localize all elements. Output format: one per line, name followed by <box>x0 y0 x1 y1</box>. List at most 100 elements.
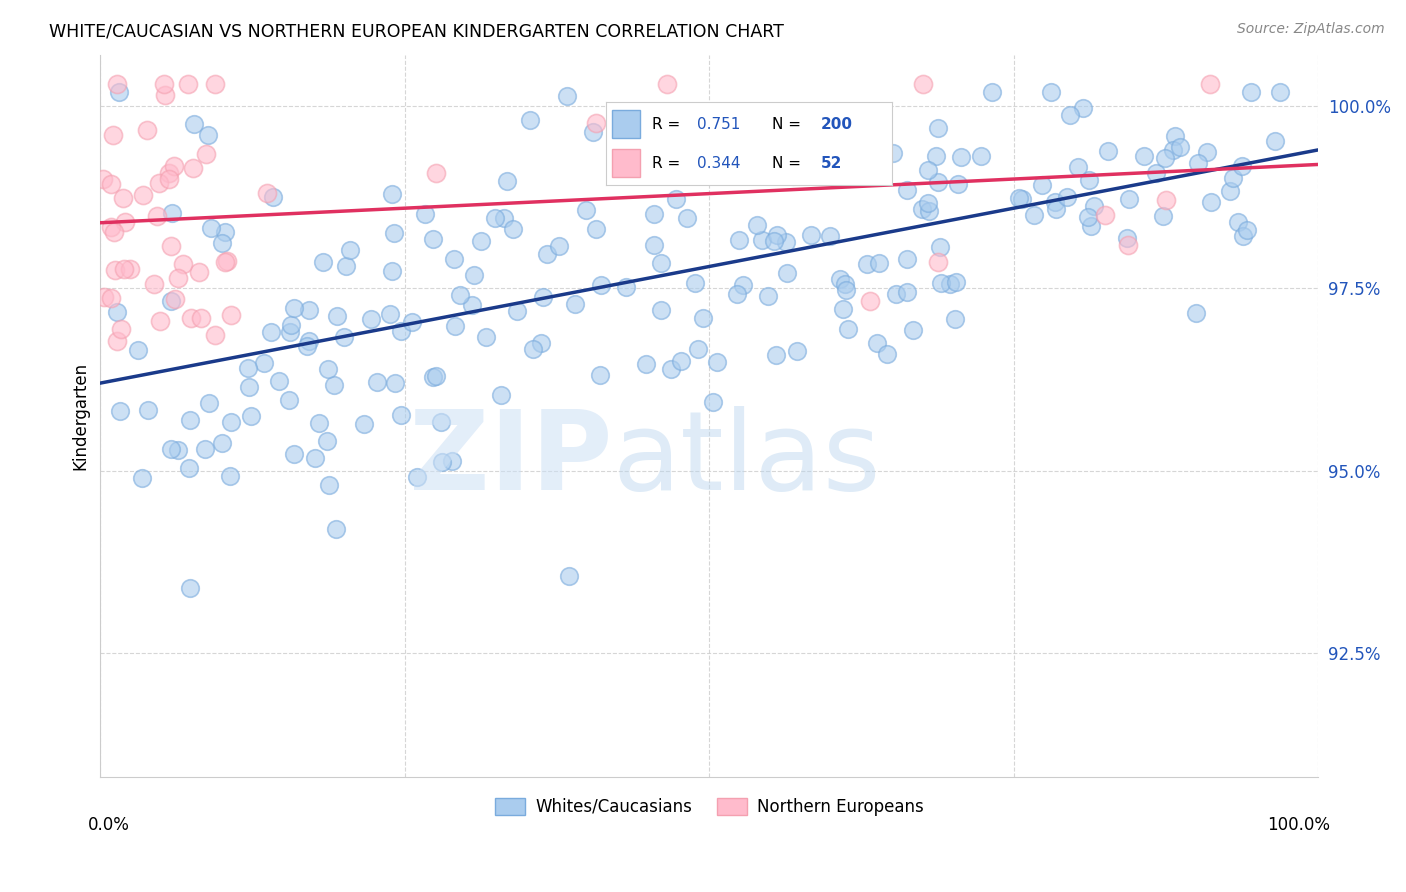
Point <box>1268 85 1291 99</box>
Point <box>866 335 889 350</box>
Point <box>263 189 285 203</box>
Point <box>316 362 339 376</box>
Point <box>378 307 401 321</box>
Point <box>430 415 453 429</box>
Point <box>555 89 578 103</box>
Point <box>1039 85 1062 99</box>
Point <box>927 175 949 189</box>
Point <box>157 166 180 180</box>
Point <box>443 252 465 266</box>
Point <box>318 478 340 492</box>
Point <box>844 120 866 135</box>
Point <box>430 455 453 469</box>
Point <box>146 209 169 223</box>
Point <box>1185 305 1208 319</box>
Point <box>766 227 789 242</box>
Point <box>325 309 347 323</box>
Point <box>460 298 482 312</box>
Point <box>167 442 190 457</box>
Point <box>756 147 779 161</box>
Point <box>204 328 226 343</box>
Point <box>1226 215 1249 229</box>
Point <box>181 161 204 176</box>
Point <box>1011 192 1033 206</box>
Point <box>835 283 858 297</box>
Point <box>917 163 939 178</box>
Point <box>101 128 124 143</box>
Point <box>484 211 506 225</box>
Point <box>103 225 125 239</box>
Point <box>449 288 471 302</box>
Point <box>688 342 710 356</box>
Point <box>912 77 935 91</box>
Point <box>536 247 558 261</box>
Point <box>422 369 444 384</box>
Point <box>211 436 233 450</box>
Point <box>837 322 859 336</box>
Point <box>91 171 114 186</box>
Point <box>1161 144 1184 158</box>
Point <box>1144 166 1167 180</box>
Point <box>494 211 516 226</box>
Point <box>896 285 918 299</box>
Point <box>650 303 672 318</box>
Point <box>280 325 302 339</box>
Point <box>475 330 498 344</box>
Point <box>187 265 209 279</box>
Point <box>136 122 159 136</box>
Point <box>876 347 898 361</box>
Point <box>179 581 201 595</box>
Point <box>1080 219 1102 233</box>
Point <box>945 275 967 289</box>
Point <box>110 322 132 336</box>
Point <box>238 379 260 393</box>
Point <box>531 290 554 304</box>
Point <box>1083 199 1105 213</box>
Point <box>384 376 406 390</box>
Text: 0.0%: 0.0% <box>89 816 129 834</box>
Point <box>1156 193 1178 207</box>
Point <box>325 522 347 536</box>
Point <box>786 343 808 358</box>
Point <box>295 339 318 353</box>
Point <box>197 128 219 142</box>
Point <box>943 312 966 326</box>
Point <box>1133 149 1156 163</box>
Point <box>153 88 176 103</box>
Point <box>927 121 949 136</box>
Point <box>901 323 924 337</box>
Point <box>298 334 321 349</box>
Point <box>929 276 952 290</box>
Point <box>775 235 797 249</box>
Point <box>716 148 738 162</box>
Point <box>1116 238 1139 252</box>
Point <box>1078 173 1101 187</box>
Point <box>100 220 122 235</box>
Point <box>425 166 447 180</box>
Point <box>496 174 519 188</box>
Text: atlas: atlas <box>612 406 880 513</box>
Point <box>1118 192 1140 206</box>
Point <box>105 305 128 319</box>
Point <box>366 376 388 390</box>
Point <box>762 235 785 249</box>
Point <box>683 277 706 291</box>
Text: 100.0%: 100.0% <box>1267 816 1330 834</box>
Point <box>585 116 607 130</box>
Point <box>828 272 851 286</box>
Point <box>575 203 598 218</box>
Point <box>818 229 841 244</box>
Point <box>506 303 529 318</box>
Point <box>1115 231 1137 245</box>
Point <box>659 362 682 376</box>
Point <box>1230 159 1253 173</box>
Point <box>160 293 183 308</box>
Point <box>93 290 115 304</box>
Point <box>1056 190 1078 204</box>
Point <box>489 387 512 401</box>
Point <box>159 238 181 252</box>
Point <box>214 254 236 268</box>
Point <box>215 254 238 268</box>
Point <box>643 238 665 252</box>
Point <box>799 228 821 243</box>
